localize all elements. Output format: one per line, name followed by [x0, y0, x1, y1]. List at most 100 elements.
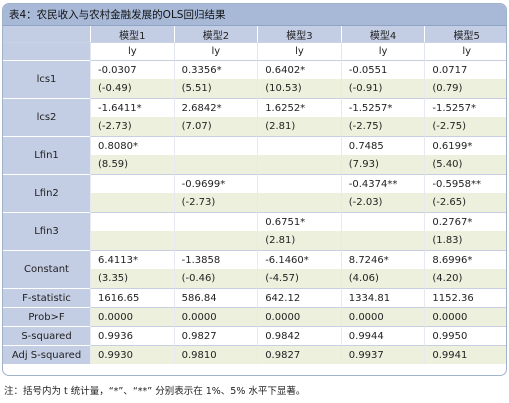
- model-header-row: 模型1 模型2 模型3 模型4 模型5: [3, 26, 506, 42]
- t-statistic-cell: [257, 155, 341, 174]
- dependent-variable-row: ly ly ly ly ly: [3, 42, 506, 60]
- t-statistic-cell: [173, 231, 258, 250]
- t-statistic-cell: (7.93): [340, 155, 425, 174]
- coefficient-cell: -6.1460*: [257, 250, 341, 269]
- t-statistic-cell: (3.35): [90, 269, 174, 288]
- statistic-cell: 0.0000: [173, 307, 258, 326]
- t-statistic-cell: (4.20): [424, 269, 506, 288]
- t-statistic-cell: (1.83): [424, 231, 506, 250]
- coefficient-cell: 0.0717: [424, 60, 506, 79]
- corner-cell: [3, 42, 90, 60]
- statistic-cell: 0.9944: [340, 326, 425, 345]
- statistic-cell: 1334.81: [340, 288, 425, 307]
- t-statistic-cell: (-2.75): [340, 117, 425, 136]
- statistic-cell: 0.0000: [340, 307, 425, 326]
- dependent-variable: ly: [257, 42, 341, 60]
- coefficient-cell: [173, 212, 258, 231]
- coefficient-cell: -0.0307: [90, 60, 174, 79]
- coefficient-row: lcs2 -1.6411* 2.6842* 1.6252* -1.5257* -1.525…: [3, 98, 506, 136]
- statistic-cell: 0.9937: [340, 345, 425, 364]
- statistic-row: F-statistic 1616.65 586.84 642.12 1334.81 115…: [3, 288, 506, 307]
- coefficient-cell: 0.8080*: [90, 136, 174, 155]
- statistic-label: Prob>F: [3, 307, 90, 326]
- t-statistic-cell: [90, 231, 174, 250]
- coefficient-cell: [90, 212, 174, 231]
- coefficient-cell: 0.6199*: [424, 136, 506, 155]
- variable-label: Lfin2: [3, 174, 90, 212]
- variable-label: lcs1: [3, 60, 90, 98]
- variable-label: lcs2: [3, 98, 90, 136]
- t-statistic-cell: (-2.75): [424, 117, 506, 136]
- statistic-cell: 642.12: [257, 288, 341, 307]
- t-statistic-cell: (2.81): [257, 231, 341, 250]
- statistic-row: Adj S-squared 0.9930 0.9810 0.9827 0.9937 0.9…: [3, 345, 506, 364]
- table-footnote: 注：括号内为 t 统计量，“*”、“**” 分别表示在 1%、5% 水平下显著。: [4, 386, 306, 397]
- coefficient-cell: -0.4374**: [340, 174, 425, 193]
- model-header: 模型3: [257, 26, 341, 42]
- coefficient-cell: 2.6842*: [173, 98, 258, 117]
- coefficient-cell: [257, 174, 341, 193]
- coefficient-row: lcs1 -0.0307 0.3356* 0.6402* -0.0551 0.0717: [3, 60, 506, 98]
- statistic-label: S-squared: [3, 326, 90, 345]
- t-statistic-cell: (5.40): [424, 155, 506, 174]
- t-statistic-cell: [340, 231, 425, 250]
- coefficient-cell: [173, 136, 258, 155]
- t-statistic-cell: (10.53): [257, 79, 341, 98]
- coefficient-row: Lfin1 0.8080* 0.7485 0.6199*: [3, 136, 506, 174]
- statistic-label: Adj S-squared: [3, 345, 90, 364]
- model-header: 模型5: [424, 26, 506, 42]
- statistic-cell: 0.9950: [424, 326, 506, 345]
- coefficient-cell: 0.7485: [340, 136, 425, 155]
- coefficient-cell: [340, 212, 425, 231]
- t-statistic-cell: [173, 155, 258, 174]
- statistic-cell: 0.9941: [424, 345, 506, 364]
- model-header: 模型2: [173, 26, 258, 42]
- t-statistic-cell: [90, 193, 174, 212]
- t-statistic-cell: (2.81): [257, 117, 341, 136]
- t-statistic-cell: (7.07): [173, 117, 258, 136]
- coefficient-cell: [257, 136, 341, 155]
- t-statistic-row: (8.59) (7.93) (5.40): [3, 155, 506, 174]
- coefficient-row: Lfin2 -0.9699* -0.4374** -0.5958**: [3, 174, 506, 212]
- t-statistic-cell: (-0.46): [173, 269, 258, 288]
- statistic-row: Prob>F 0.0000 0.0000 0.0000 0.0000 0.0000: [3, 307, 506, 326]
- statistic-cell: 0.9827: [257, 345, 341, 364]
- table-caption: 表4：农民收入与农村金融发展的OLS回归结果: [3, 4, 506, 26]
- t-statistic-cell: (-0.49): [90, 79, 174, 98]
- statistic-label: F-statistic: [3, 288, 90, 307]
- statistic-cell: 1616.65: [90, 288, 174, 307]
- t-statistic-cell: (-2.73): [90, 117, 174, 136]
- t-statistic-cell: (8.59): [90, 155, 174, 174]
- dependent-variable: ly: [424, 42, 506, 60]
- results-table-frame: 表4：农民收入与农村金融发展的OLS回归结果 模型1 模型2 模型3 模型4 模…: [2, 3, 507, 376]
- t-statistic-row: (-2.73) (7.07) (2.81) (-2.75) (-2.75): [3, 117, 506, 136]
- statistic-cell: 0.9936: [90, 326, 174, 345]
- statistic-cell: 586.84: [173, 288, 258, 307]
- coefficient-row: Constant 6.4113* -1.3858 -6.1460* 8.7246* 8.6…: [3, 250, 506, 288]
- dependent-variable: ly: [90, 42, 174, 60]
- coefficient-cell: 0.3356*: [173, 60, 258, 79]
- coefficient-cell: -1.6411*: [90, 98, 174, 117]
- statistic-cell: 1152.36: [424, 288, 506, 307]
- dependent-variable: ly: [340, 42, 425, 60]
- coefficient-cell: 0.6402*: [257, 60, 341, 79]
- variable-label: Constant: [3, 250, 90, 288]
- dependent-variable: ly: [173, 42, 258, 60]
- statistic-row: S-squared 0.9936 0.9827 0.9842 0.9944 0.9950: [3, 326, 506, 345]
- t-statistic-row: (-0.49) (5.51) (10.53) (-0.91) (0.79): [3, 79, 506, 98]
- regression-table: 模型1 模型2 模型3 模型4 模型5 ly ly ly ly ly lcs1-…: [3, 26, 506, 364]
- statistic-cell: 0.0000: [424, 307, 506, 326]
- coefficient-cell: -0.5958**: [424, 174, 506, 193]
- statistic-cell: 0.9930: [90, 345, 174, 364]
- t-statistic-row: (-2.73) (-2.03) (-2.65): [3, 193, 506, 212]
- t-statistic-cell: [257, 193, 341, 212]
- corner-cell: [3, 26, 90, 42]
- t-statistic-cell: (-2.03): [340, 193, 425, 212]
- t-statistic-cell: (0.79): [424, 79, 506, 98]
- coefficient-cell: -0.0551: [340, 60, 425, 79]
- statistic-cell: 0.9810: [173, 345, 258, 364]
- statistic-cell: 0.0000: [257, 307, 341, 326]
- t-statistic-cell: (-2.65): [424, 193, 506, 212]
- model-header: 模型4: [340, 26, 425, 42]
- variable-label: Lfin3: [3, 212, 90, 250]
